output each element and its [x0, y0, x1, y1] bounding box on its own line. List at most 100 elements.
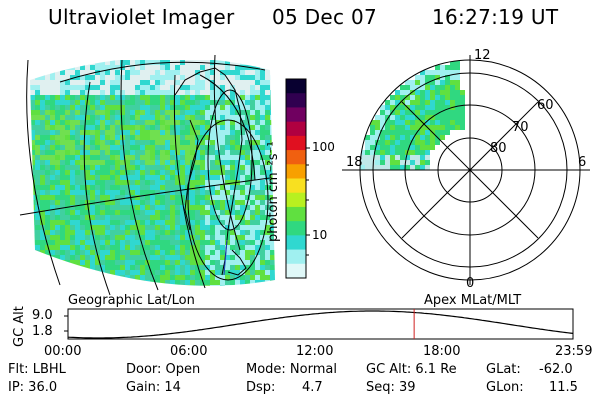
emission-pixel	[270, 290, 275, 295]
emission-pixel	[60, 250, 65, 255]
emission-pixel	[215, 130, 220, 135]
emission-pixel	[125, 75, 130, 80]
emission-pixel	[35, 260, 40, 265]
emission-pixel	[240, 270, 245, 275]
emission-pixel	[120, 275, 125, 280]
emission-pixel	[135, 140, 140, 145]
emission-pixel	[200, 280, 205, 285]
emission-pixel	[90, 210, 95, 215]
emission-pixel	[25, 160, 30, 165]
emission-pixel	[85, 205, 90, 210]
emission-pixel	[40, 250, 45, 255]
emission-pixel	[135, 275, 140, 280]
emission-pixel	[60, 295, 65, 300]
emission-pixel	[105, 65, 110, 70]
emission-pixel	[110, 180, 115, 185]
emission-pixel	[170, 70, 175, 75]
emission-pixel	[230, 170, 235, 175]
emission-pixel	[260, 245, 265, 250]
emission-pixel	[260, 275, 265, 280]
emission-pixel	[135, 110, 140, 115]
emission-pixel	[235, 145, 240, 150]
emission-pixel	[410, 95, 415, 100]
emission-pixel	[205, 230, 210, 235]
emission-pixel	[90, 100, 95, 105]
emission-pixel	[455, 95, 460, 100]
emission-pixel	[105, 170, 110, 175]
emission-pixel	[45, 75, 50, 80]
emission-pixel	[265, 275, 270, 280]
emission-pixel	[110, 205, 115, 210]
emission-pixel	[115, 230, 120, 235]
emission-pixel	[75, 275, 80, 280]
emission-pixel	[245, 175, 250, 180]
emission-pixel	[105, 195, 110, 200]
emission-pixel	[180, 205, 185, 210]
emission-pixel	[185, 235, 190, 240]
emission-pixel	[135, 75, 140, 80]
emission-pixel	[200, 175, 205, 180]
emission-pixel	[450, 125, 455, 130]
emission-pixel	[260, 120, 265, 125]
emission-pixel	[265, 95, 270, 100]
altitude-axis-label: GC Alt	[12, 306, 27, 347]
emission-pixel	[120, 260, 125, 265]
emission-pixel	[200, 165, 205, 170]
emission-pixel	[145, 195, 150, 200]
emission-pixel	[180, 185, 185, 190]
emission-pixel	[55, 95, 60, 100]
emission-pixel	[45, 90, 50, 95]
emission-pixel	[80, 275, 85, 280]
emission-pixel	[205, 175, 210, 180]
emission-pixel	[60, 270, 65, 275]
emission-pixel	[130, 80, 135, 85]
emission-pixel	[255, 170, 260, 175]
emission-pixel	[245, 240, 250, 245]
emission-pixel	[400, 85, 405, 90]
emission-pixel	[270, 80, 275, 85]
emission-pixel	[55, 165, 60, 170]
emission-pixel	[150, 265, 155, 270]
emission-pixel	[105, 235, 110, 240]
emission-pixel	[70, 145, 75, 150]
emission-pixel	[90, 60, 95, 65]
emission-pixel	[135, 265, 140, 270]
emission-pixel	[85, 275, 90, 280]
emission-pixel	[40, 145, 45, 150]
emission-pixel	[55, 260, 60, 265]
emission-pixel	[240, 280, 245, 285]
emission-pixel	[225, 150, 230, 155]
emission-pixel	[365, 145, 370, 150]
emission-pixel	[175, 140, 180, 145]
emission-pixel	[85, 80, 90, 85]
emission-pixel	[270, 255, 275, 260]
emission-pixel	[270, 90, 275, 95]
emission-pixel	[135, 240, 140, 245]
emission-pixel	[155, 205, 160, 210]
emission-pixel	[230, 285, 235, 286]
emission-pixel	[140, 210, 145, 215]
emission-pixel	[255, 230, 260, 235]
emission-pixel	[210, 265, 215, 270]
emission-pixel	[245, 135, 250, 140]
emission-pixel	[190, 110, 195, 115]
emission-pixel	[235, 60, 240, 65]
emission-pixel	[160, 195, 165, 200]
emission-pixel	[125, 125, 130, 130]
emission-pixel	[75, 245, 80, 250]
emission-pixel	[200, 115, 205, 120]
emission-pixel	[60, 290, 65, 295]
emission-pixel	[125, 245, 130, 250]
emission-pixel	[50, 270, 55, 275]
emission-pixel	[40, 125, 45, 130]
emission-pixel	[140, 120, 145, 125]
emission-pixel	[85, 160, 90, 165]
emission-pixel	[55, 150, 60, 155]
emission-pixel	[90, 275, 95, 280]
emission-pixel	[35, 75, 40, 80]
emission-pixel	[20, 80, 25, 85]
emission-pixel	[50, 85, 55, 90]
emission-pixel	[140, 130, 145, 135]
emission-pixel	[210, 165, 215, 170]
emission-pixel	[20, 65, 25, 70]
